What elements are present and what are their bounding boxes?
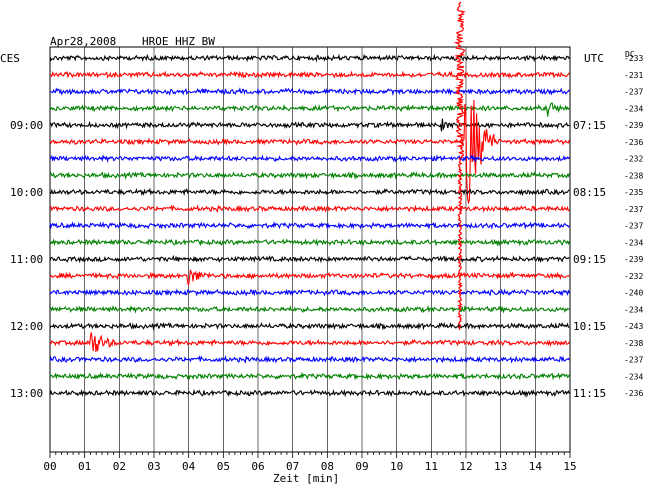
x-tick-label: 03 [147,460,160,473]
trace-row [49,99,570,205]
right-time-label: 07:15 [573,119,606,132]
right-time-label: 09:15 [573,253,606,266]
dc-value: -237 [624,356,643,365]
right-zone-label: UTC [584,52,604,65]
trace-row [49,288,570,297]
right-time-label: 11:15 [573,387,606,400]
trace-row [49,321,570,331]
x-tick-label: 13 [494,460,507,473]
dc-value: -232 [624,272,643,281]
earthquake-burst [453,1,466,330]
trace-row [49,254,570,264]
dc-value: -232 [624,155,643,164]
dc-value: -239 [624,255,643,264]
x-tick-label: 12 [459,460,472,473]
x-tick-label: 09 [355,460,368,473]
trace-row [49,304,570,314]
dc-value: -239 [624,121,643,130]
left-time-label: 09:00 [10,119,43,132]
trace-row [49,388,570,398]
seismic-traces [49,1,570,398]
x-tick-label: 00 [43,460,56,473]
trace-row [49,87,570,97]
header-station: HROE HHZ BW [142,35,215,48]
x-tick-label: 01 [78,460,91,473]
right-time-label: 10:15 [573,320,606,333]
trace-row [49,171,570,180]
trace-row [49,204,570,213]
x-tick-marks [49,452,571,458]
dc-value: -237 [624,222,643,231]
x-tick-label: 11 [425,460,438,473]
dc-value: -243 [624,322,643,331]
x-tick-label: 02 [113,460,126,473]
dc-value: -236 [624,389,643,398]
dc-label: DC [625,50,635,59]
trace-row [49,355,570,364]
earthquake-spike [453,1,466,330]
dc-value: -234 [624,238,643,247]
axis-labels: 00 01 02 03 04 05 06 07 08 09 10 11 12 13 14 15 -233 -231… [10,54,643,473]
dc-value: -238 [624,171,643,180]
trace-row [49,118,570,132]
dc-value: -237 [624,88,643,97]
dc-value: -234 [624,104,643,113]
trace-row [49,238,570,247]
dc-value: -238 [624,339,643,348]
dc-value: -236 [624,138,643,147]
x-tick-label: 04 [182,460,196,473]
left-time-label: 11:00 [10,253,43,266]
trace-row [49,220,570,230]
x-tick-label: 06 [251,460,264,473]
trace-row [49,102,570,117]
trace-row [49,332,570,353]
x-axis-title: Zeit [min] [273,472,339,485]
trace-row [49,154,570,163]
trace-row [49,70,570,79]
left-time-label: 12:00 [10,320,43,333]
header-date: Apr28,2008 [50,35,116,48]
x-tick-label: 05 [217,460,230,473]
dc-value: -240 [624,289,643,298]
x-tick-label: 15 [563,460,576,473]
right-time-label: 08:15 [573,186,606,199]
x-tick-label: 14 [529,460,543,473]
dc-value: -233 [624,54,643,63]
x-tick-label: 07 [286,460,299,473]
dc-value: -237 [624,205,643,214]
left-zone-label: CES [0,52,20,65]
trace-row [49,187,570,197]
dc-value: -234 [624,305,643,314]
left-time-label: 13:00 [10,387,43,400]
trace-row [49,53,570,63]
trace-row [49,269,570,286]
x-tick-label: 08 [321,460,334,473]
dc-value: -234 [624,372,643,381]
trace-row [49,371,570,381]
left-time-label: 10:00 [10,186,43,199]
dc-value: -235 [624,188,643,197]
dc-value: -231 [624,71,643,80]
x-tick-label: 10 [390,460,403,473]
